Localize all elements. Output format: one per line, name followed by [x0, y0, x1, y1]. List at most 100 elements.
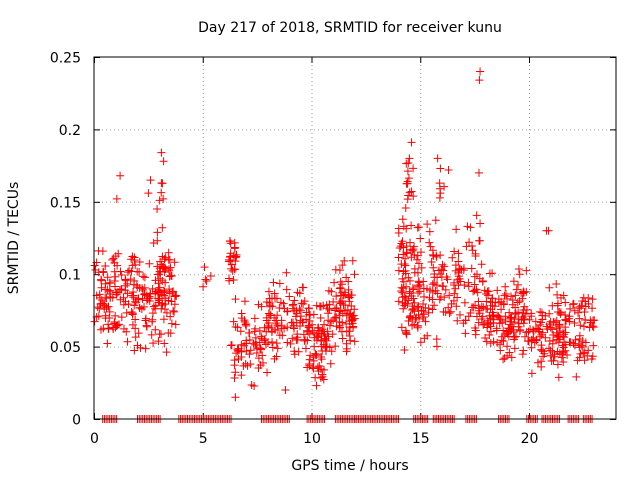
- data-point: [119, 324, 128, 333]
- data-point: [318, 370, 327, 379]
- data-point: [576, 321, 585, 330]
- data-point: [499, 299, 508, 308]
- data-point: [148, 317, 157, 326]
- data-point: [263, 368, 272, 377]
- data-point: [104, 324, 113, 333]
- data-point: [331, 265, 340, 274]
- data-point: [488, 298, 497, 307]
- data-point: [111, 323, 120, 332]
- data-point: [264, 287, 273, 296]
- data-point: [507, 292, 516, 301]
- data-point: [554, 373, 563, 382]
- data-point: [314, 332, 323, 341]
- data-point: [544, 226, 553, 235]
- data-point: [155, 330, 164, 339]
- data-point: [128, 310, 137, 319]
- data-point: [283, 307, 292, 316]
- data-point: [514, 280, 523, 289]
- data-point: [588, 322, 597, 331]
- data-point: [509, 277, 518, 286]
- data-point: [416, 338, 425, 347]
- data-point: [545, 283, 554, 292]
- data-point: [454, 257, 463, 266]
- data-point: [397, 239, 406, 248]
- data-point: [280, 324, 289, 333]
- data-point: [255, 326, 264, 335]
- data-point: [285, 292, 294, 301]
- data-point: [399, 284, 408, 293]
- data-point: [577, 301, 586, 310]
- data-point: [224, 274, 233, 283]
- data-point: [410, 242, 419, 251]
- data-point: [438, 282, 447, 291]
- data-point: [428, 280, 437, 289]
- data-point: [149, 238, 158, 247]
- data-point: [537, 330, 546, 339]
- data-point: [101, 261, 110, 270]
- data-point: [283, 338, 292, 347]
- data-point: [413, 223, 422, 232]
- data-point: [434, 266, 443, 275]
- data-point: [309, 356, 318, 365]
- data-point: [495, 314, 504, 323]
- data-point: [131, 297, 140, 306]
- data-point: [125, 266, 134, 275]
- data-point: [264, 309, 273, 318]
- data-point: [344, 292, 353, 301]
- data-point: [309, 364, 318, 373]
- data-point: [410, 264, 419, 273]
- data-point: [230, 243, 239, 252]
- data-point: [345, 310, 354, 319]
- data-point: [315, 362, 324, 371]
- data-point: [425, 227, 434, 236]
- data-point: [159, 315, 168, 324]
- data-point: [440, 182, 449, 191]
- x-tick-label: 0: [90, 431, 99, 447]
- data-point: [138, 294, 147, 303]
- data-point: [503, 342, 512, 351]
- data-point: [397, 260, 406, 269]
- data-point: [394, 253, 403, 262]
- data-point: [497, 305, 506, 314]
- data-point: [254, 354, 263, 363]
- data-points: [90, 67, 599, 423]
- data-point: [98, 299, 107, 308]
- data-point: [403, 195, 412, 204]
- data-point: [233, 323, 242, 332]
- data-point: [531, 325, 540, 334]
- data-point: [500, 291, 509, 300]
- data-point: [140, 273, 149, 282]
- data-point: [461, 329, 470, 338]
- data-point: [425, 238, 434, 247]
- data-point: [424, 308, 433, 317]
- data-point: [246, 346, 255, 355]
- data-point: [237, 309, 246, 318]
- data-point: [282, 285, 291, 294]
- data-point: [145, 297, 154, 306]
- data-point: [549, 318, 558, 327]
- data-point: [154, 270, 163, 279]
- data-point: [444, 303, 453, 312]
- data-point: [159, 157, 168, 166]
- data-point: [462, 242, 471, 251]
- data-point: [229, 276, 238, 285]
- data-point: [170, 300, 179, 309]
- data-point: [467, 264, 476, 273]
- data-point: [415, 259, 423, 268]
- data-point: [101, 314, 110, 323]
- data-point: [340, 256, 349, 265]
- data-point: [545, 320, 554, 329]
- data-point: [453, 316, 462, 325]
- data-point: [154, 279, 163, 288]
- data-point: [513, 298, 522, 307]
- data-point: [345, 317, 354, 326]
- data-point: [571, 335, 580, 344]
- data-point: [250, 314, 259, 323]
- data-point: [514, 264, 523, 273]
- data-point: [171, 320, 180, 329]
- data-point: [154, 337, 163, 346]
- data-point: [206, 272, 215, 281]
- data-point: [497, 332, 506, 341]
- data-point: [326, 359, 335, 368]
- data-point: [499, 337, 508, 346]
